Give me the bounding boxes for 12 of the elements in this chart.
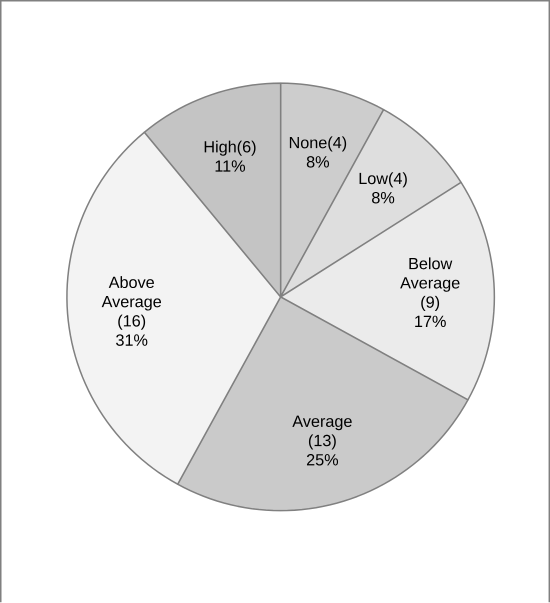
data-label: 11% [216,160,245,172]
slice-label: Above Average (16) [102,276,161,330]
slice-label: High(6) [204,140,256,156]
data-label: 8% [372,192,394,204]
data-label: 31% [116,334,148,346]
data-label: 17% [415,316,446,328]
slice-label: None(4) [290,136,346,152]
data-label: 8% [306,156,329,168]
slice-label: Average (13) [292,416,352,450]
slice-label: Below Average (9) [400,257,460,312]
slice-label: Low(4) [360,172,407,188]
data-label: 25% [306,454,338,466]
